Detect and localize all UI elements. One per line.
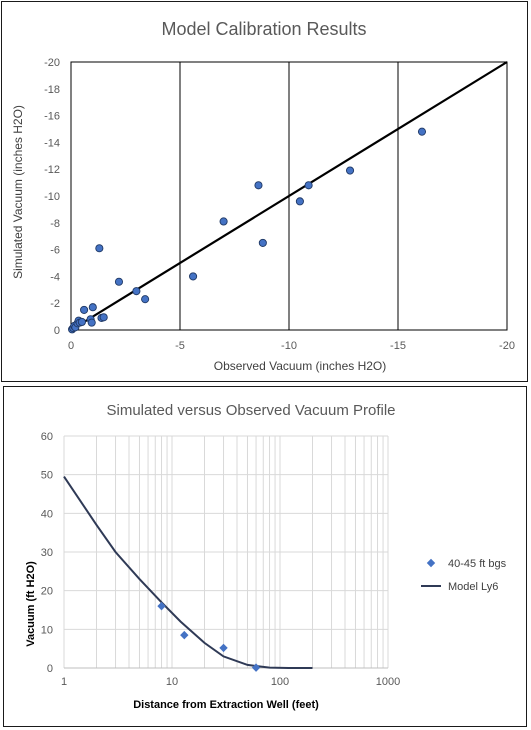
y-tick-label: 0 <box>47 663 53 675</box>
x-tick-label: 1000 <box>376 676 400 688</box>
y-tick-label: 20 <box>41 586 53 598</box>
y-tick-label: 0 <box>54 325 60 337</box>
y-tick-label: -2 <box>50 298 60 310</box>
data-point <box>77 317 86 327</box>
data-point <box>258 238 267 247</box>
data-point <box>304 181 313 190</box>
calibration-chart-panel: Model Calibration Results 0 -5 -10 -15 -20 0… <box>1 1 528 382</box>
y-tick-label: -12 <box>44 164 60 176</box>
y-tick-label: -18 <box>44 84 60 96</box>
vacuum-profile-chart: Simulated versus Observed Vacuum Profile… <box>25 402 507 711</box>
x-tick-label: -5 <box>175 340 185 352</box>
data-point <box>141 295 150 304</box>
x-tick-label: -15 <box>390 340 406 352</box>
data-point <box>295 197 304 206</box>
data-point <box>417 127 427 136</box>
model-line <box>63 476 313 669</box>
data-point <box>254 181 263 190</box>
x-tick-labels: 1 10 100 1000 <box>61 676 400 688</box>
reference-line <box>70 61 508 331</box>
chart-title: Model Calibration Results <box>161 19 366 39</box>
calibration-chart: Model Calibration Results 0 -5 -10 -15 -20 0… <box>11 19 515 373</box>
y-tick-label: 30 <box>41 547 53 559</box>
y-tick-label: -16 <box>44 111 60 123</box>
y-tick-label: -20 <box>44 57 60 69</box>
data-point <box>88 303 97 312</box>
x-tick-label: -10 <box>281 340 297 352</box>
x-tick-labels: 0 -5 -10 -15 -20 <box>68 340 515 352</box>
grid <box>63 435 389 669</box>
y-tick-label: -14 <box>44 137 60 149</box>
y-axis-label: Simulated Vacuum (inches H2O) <box>11 105 25 279</box>
observed-point <box>219 643 228 653</box>
data-point <box>114 277 124 286</box>
legend-label-model: Model Ly6 <box>448 581 498 593</box>
x-tick-label: 10 <box>166 676 178 688</box>
data-point <box>345 166 355 175</box>
x-tick-label: 0 <box>68 340 74 352</box>
one-to-one-line <box>70 61 508 331</box>
y-tick-label: -10 <box>44 191 60 203</box>
legend: 40-45 ft bgs Model Ly6 <box>421 558 507 593</box>
y-tick-label: 40 <box>41 508 53 520</box>
y-tick-label: 60 <box>41 431 53 443</box>
y-tick-label: 50 <box>41 470 53 482</box>
legend-marker-diamond <box>426 558 436 568</box>
data-point <box>189 272 198 281</box>
chart-title: Simulated versus Observed Vacuum Profile <box>106 402 395 419</box>
data-point <box>87 318 96 327</box>
x-tick-label: 1 <box>61 676 67 688</box>
y-tick-label: -6 <box>50 245 60 257</box>
data-point <box>95 244 104 253</box>
y-tick-labels: 0 -2 -4 -6 -8 -10 -12 -14 -16 -18 -20 <box>44 57 60 337</box>
data-point <box>132 287 141 296</box>
y-tick-label: 10 <box>41 624 53 636</box>
legend-label-observed: 40-45 ft bgs <box>448 558 507 570</box>
data-point <box>219 217 228 226</box>
model-line-series <box>63 476 313 669</box>
y-axis-label: Vacuum (ft H2O) <box>25 561 37 647</box>
grid <box>70 61 508 331</box>
observed-point <box>157 601 166 611</box>
data-point <box>80 305 89 314</box>
observed-point <box>180 630 189 640</box>
y-tick-labels: 0 10 20 30 40 50 60 <box>41 431 53 675</box>
y-tick-label: -4 <box>50 271 60 283</box>
x-axis-label: Distance from Extraction Well (feet) <box>133 699 319 711</box>
data-points <box>68 127 427 334</box>
x-tick-label: -20 <box>499 340 515 352</box>
vacuum-profile-chart-panel: Simulated versus Observed Vacuum Profile… <box>3 386 527 727</box>
y-tick-label: -8 <box>50 218 60 230</box>
data-point <box>99 313 108 322</box>
x-axis-label: Observed Vacuum (inches H2O) <box>214 359 387 373</box>
x-tick-label: 100 <box>271 676 289 688</box>
